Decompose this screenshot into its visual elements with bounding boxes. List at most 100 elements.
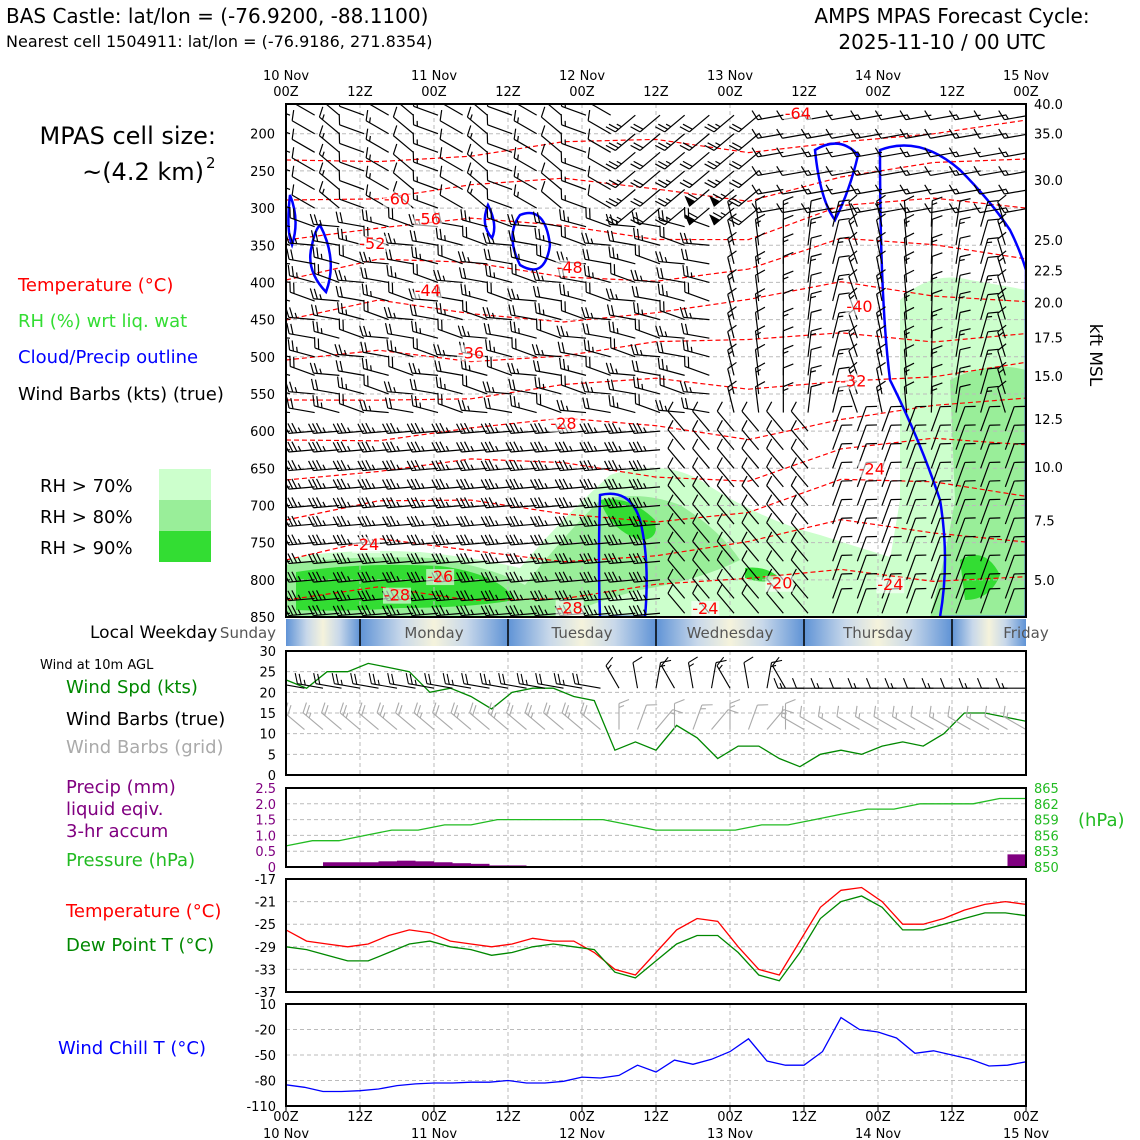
barb-feather (508, 378, 512, 390)
barb-staff (313, 314, 340, 321)
wind-barb (513, 109, 537, 135)
barb-staff (807, 293, 812, 320)
barb-half (986, 390, 993, 392)
barb-feather (534, 478, 540, 490)
barb-feather (290, 323, 294, 335)
barb-feather (998, 203, 1005, 213)
wind-barb (924, 165, 957, 177)
barb-staff (388, 291, 414, 302)
wind-barb (980, 385, 999, 413)
barb-staff (362, 351, 389, 358)
barb-half (643, 464, 647, 470)
barb-feather (633, 179, 644, 186)
wind-barb (832, 405, 853, 432)
top-hour-label: 12Z (495, 85, 521, 100)
barb-staff (1004, 499, 1015, 525)
barb-feather (480, 516, 487, 527)
barb-half (807, 132, 812, 138)
pressure-tick-label: 862 (1034, 798, 1059, 813)
barb-feather (915, 587, 927, 590)
barb-staff (692, 503, 710, 525)
barb-feather (657, 209, 661, 221)
wind-barb (1004, 405, 1026, 432)
barb-feather (630, 200, 641, 207)
wind-barb (509, 246, 537, 265)
wind-barb (431, 478, 463, 490)
barb-staff (930, 219, 933, 246)
wind-barb (997, 361, 1007, 395)
legend-rh80: RH > 80% (40, 507, 133, 528)
wind-barb (289, 206, 315, 228)
barb-feather (505, 423, 512, 434)
wind-barb (973, 147, 1006, 158)
barb-feather (636, 377, 640, 389)
barb-feather (604, 460, 610, 471)
barb-feather (766, 494, 773, 505)
barb-feather (262, 226, 269, 237)
barb-feather (904, 213, 915, 220)
barb-feather (841, 442, 853, 445)
barb-feather (811, 383, 822, 388)
barb-feather (398, 704, 403, 716)
barb-half (371, 557, 376, 563)
bottom-hour-label: 12Z (939, 1110, 965, 1125)
barb-staff (387, 449, 414, 453)
wind-barb (782, 381, 794, 413)
barb-feather (657, 357, 661, 369)
wind-barb (741, 420, 760, 451)
wind-barb (382, 571, 414, 583)
barb-staff (980, 536, 991, 562)
wind-barb (308, 515, 340, 527)
wind-barb (312, 320, 340, 339)
wind-barb (848, 231, 858, 265)
barb-staff (338, 467, 365, 472)
barb-feather (456, 516, 462, 527)
height-tick-label: 17.5 (1034, 331, 1063, 346)
barb-feather (395, 702, 400, 713)
barb-staff (667, 522, 686, 544)
barb-staff (955, 219, 961, 246)
barb-feather (409, 673, 413, 685)
barb-half (516, 368, 520, 374)
barb-staff (467, 104, 488, 116)
wind-barb (480, 497, 513, 509)
barb-half (904, 331, 910, 336)
wind-barb (955, 235, 971, 264)
barb-feather (287, 704, 292, 716)
wind-barb (466, 162, 488, 190)
barb-feather (989, 554, 1001, 556)
barb-feather (536, 360, 541, 372)
barb-half (442, 275, 446, 282)
barb-feather (450, 702, 455, 713)
barb-staff (906, 462, 917, 488)
barb-feather (636, 303, 640, 314)
barb-staff (439, 120, 463, 135)
barb-feather (309, 213, 315, 225)
wind-barb (431, 422, 463, 434)
barb-staff (1030, 589, 1039, 613)
barb-feather (667, 531, 674, 542)
barb-feather (727, 269, 737, 277)
barb-feather (848, 287, 858, 296)
y-tick-label: -50 (255, 1049, 276, 1064)
barb-staff (634, 370, 661, 376)
barb-half (322, 501, 326, 507)
wind-barb (540, 180, 562, 209)
barb-feather (342, 704, 348, 716)
barb-feather (732, 179, 743, 186)
barb-feather (524, 702, 529, 713)
wind-barb (287, 264, 315, 284)
barb-feather (932, 270, 943, 276)
barb-feather (439, 552, 446, 564)
barb-staff (980, 480, 991, 506)
wind-barb (338, 392, 365, 414)
wind-barb (559, 357, 587, 376)
wind-barb (850, 147, 883, 158)
barb-staff (388, 275, 414, 284)
wind-barb (357, 422, 389, 434)
wind-barb (881, 498, 902, 525)
barb-feather (848, 213, 858, 222)
wind-barb (876, 194, 886, 227)
barb-staff (314, 347, 340, 358)
temp-contour (286, 397, 1026, 442)
